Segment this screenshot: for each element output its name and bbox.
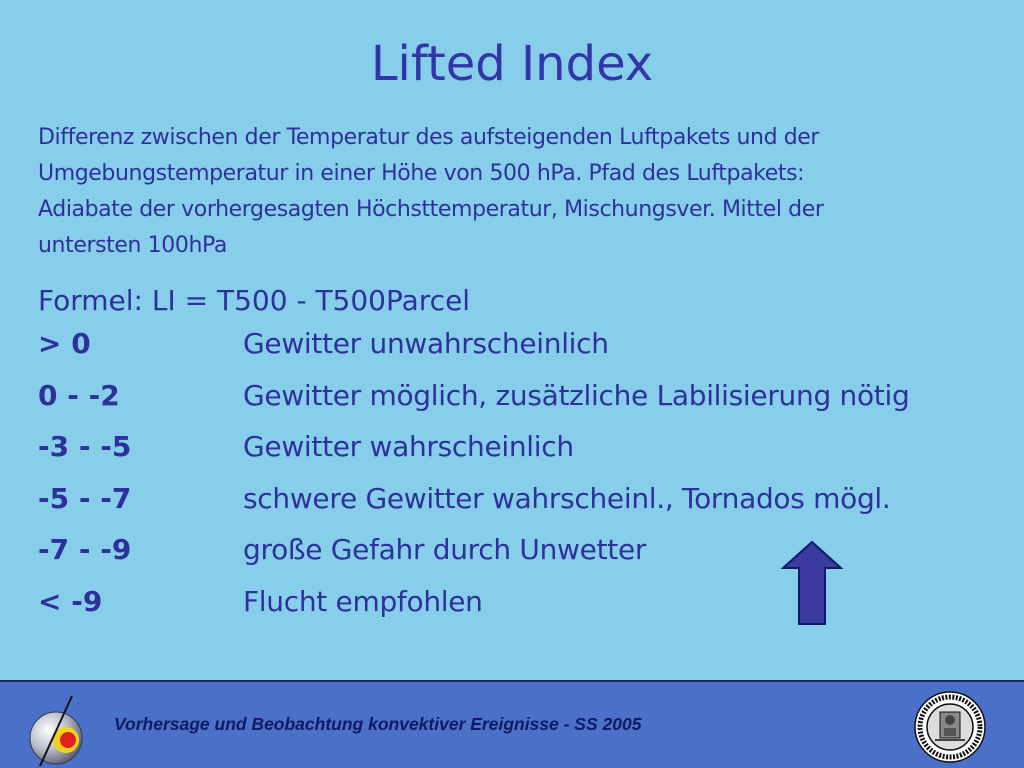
- scale-meaning: Flucht empfohlen: [243, 584, 483, 618]
- description-line: Umgebungstemperatur in einer Höhe von 50…: [38, 161, 805, 186]
- scale-meaning: Gewitter unwahrscheinlich: [243, 327, 609, 360]
- up-arrow-icon: [781, 540, 843, 625]
- scale-range: > 0: [38, 327, 91, 360]
- scale-range: < -9: [38, 584, 103, 618]
- slide-title: Lifted Index: [370, 36, 654, 92]
- footer-text: Vorhersage und Beobachtung konvektiver E…: [114, 714, 642, 734]
- description-line: untersten 100hPa: [38, 233, 227, 258]
- scale-meaning: Gewitter wahrscheinlich: [243, 430, 574, 463]
- scale-range: -7 - -9: [38, 533, 132, 566]
- scale-meaning: große Gefahr durch Unwetter: [243, 533, 647, 566]
- footer: Vorhersage und Beobachtung konvektiver E…: [0, 680, 1024, 768]
- scale-range: -3 - -5: [38, 430, 132, 463]
- scale-range: -5 - -7: [38, 481, 132, 515]
- description: Differenz zwischen der Temperatur des au…: [38, 120, 988, 264]
- scale-meaning: Gewitter möglich, zusätzliche Labilisier…: [243, 378, 910, 412]
- institute-logo-icon: [29, 695, 83, 767]
- formula: Formel: LI = T500 - T500Parcel: [38, 284, 471, 317]
- scale-range: 0 - -2: [38, 378, 120, 412]
- scale-meaning: schwere Gewitter wahrscheinl., Tornados …: [243, 481, 891, 515]
- university-seal-icon: [914, 691, 986, 763]
- description-line: Adiabate der vorhergesagten Höchsttemper…: [38, 197, 824, 222]
- description-line: Differenz zwischen der Temperatur des au…: [38, 125, 820, 150]
